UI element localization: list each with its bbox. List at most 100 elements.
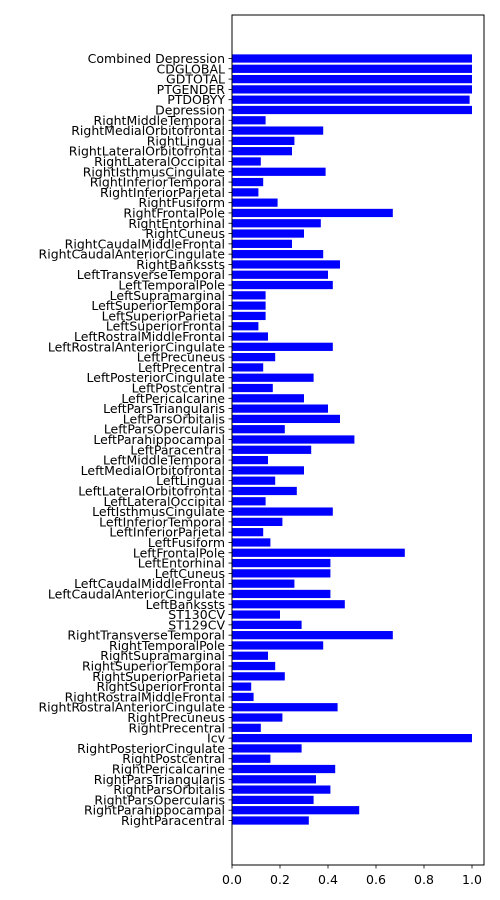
y-tick-label: RightCaudalMiddleFrontal [65,236,225,251]
bar [232,723,261,732]
bar [232,404,328,413]
bars-group [232,54,472,825]
y-tick-label: RightParahippocampal [84,803,225,818]
y-tick-label: RightSuperiorTemporal [82,659,225,674]
x-axis-ticks: 0.0 0.2 0.4 0.6 0.8 1.0 [222,865,482,887]
y-tick-label: Icv [207,731,226,746]
y-tick-label: LeftCaudalAnteriorCingulate [48,586,225,601]
y-tick-label: RightParsOrbitalis [113,782,225,797]
y-tick-label: Depression [155,102,225,117]
bar [232,280,333,290]
y-tick-label: RightSuperiorParietal [92,669,225,684]
y-tick-label: LeftLateralOccipital [103,494,225,509]
bar [232,713,283,722]
bar [232,291,266,300]
y-tick-label: LeftFusiform [148,535,225,550]
bar [232,703,338,712]
bar [232,558,331,568]
y-tick-label: LeftRostralAnteriorCingulate [48,339,225,354]
bar [232,589,331,599]
bar [232,425,285,434]
y-tick-label: LeftPericalcarine [121,391,225,406]
bar [232,270,328,279]
y-tick-label: LeftPrecentral [138,360,225,375]
bar [232,54,472,63]
bar [232,208,393,218]
bar [232,569,331,578]
y-tick-label: LeftSuperiorTemporal [91,298,225,313]
y-tick-label: LeftPrecuneus [137,350,225,365]
bar [232,734,472,743]
y-tick-label: LeftCuneus [155,566,225,581]
bar [232,239,292,248]
bar [232,455,268,465]
bar [232,219,321,228]
bar [232,579,295,588]
bar [232,497,266,506]
bar [232,311,266,321]
bar [232,198,278,207]
bar [232,548,405,557]
bar [232,754,271,763]
y-tick-label: LeftParacentral [130,442,225,457]
x-tick-label: 0.4 [318,872,338,887]
bar [232,74,472,84]
bar [232,85,472,94]
y-tick-label: LeftParsOrbitalis [123,411,225,426]
y-tick-label: LeftLingual [156,473,225,488]
bar [232,466,304,475]
y-tick-label: RightParsOpercularis [94,792,225,807]
x-tick-label: 0.6 [366,872,386,887]
bar [232,105,472,115]
y-tick-label: LeftMedialOrbitofrontal [81,463,225,478]
bar [232,682,252,691]
y-tick-label: ST130CV [168,607,225,622]
y-tick-label: RightEntorhinal [128,216,225,231]
y-tick-label: RightFusiform [139,195,225,210]
bar [232,301,266,310]
bar [232,764,336,774]
bar [232,136,295,145]
bar [232,775,316,784]
y-tick-label: LeftInferiorTemporal [99,514,225,529]
y-tick-label: RightParsTriangularis [94,772,225,787]
bar [232,620,302,629]
plot-frame [231,14,485,866]
y-tick-label: RightPrecuneus [127,710,225,725]
bar [232,795,314,805]
bar [232,383,273,393]
y-tick-label: RightFrontalPole [123,205,225,220]
y-tick-label: LeftParsOpercularis [104,422,225,437]
bar [232,177,264,187]
y-tick-label: RightLateralOrbitofrontal [69,144,225,159]
x-tick-label: 0.2 [270,872,290,887]
y-tick-label: RightRostralAnteriorCingulate [38,700,225,715]
y-tick-label: LeftCaudalMiddleFrontal [74,576,225,591]
y-tick-label: RightCaudalAnteriorCingulate [39,247,226,262]
bar [232,394,304,403]
bar [232,147,292,156]
y-tick-label: RightMedialOrbitofrontal [71,123,225,138]
y-tick-label: LeftSupramarginal [110,288,225,303]
y-tick-label: RightPostcentral [122,751,225,766]
bar [232,538,271,547]
y-tick-label: ST129CV [168,617,225,632]
y-tick-label: RightLingual [147,133,225,148]
y-tick-label: PTGENDER [157,82,226,97]
y-tick-label: RightLateralOccipital [94,154,225,169]
y-tick-label: RightCuneus [145,226,225,241]
y-tick-label: RightInferiorTemporal [90,175,225,190]
bar [232,64,472,73]
bar [232,651,268,660]
y-tick-label: LeftSuperiorFrontal [106,319,225,334]
bar [232,528,264,537]
bar [232,116,266,125]
y-tick-label: RightSuperiorFrontal [96,679,225,694]
y-tick-label: RightMiddleTemporal [94,113,225,128]
y-tick-label: LeftTransverseTemporal [77,267,225,282]
bar [232,672,285,681]
y-tick-label: RightPosteriorCingulate [77,741,225,756]
bar [232,414,340,424]
bar [232,785,331,794]
y-tick-label: GDTOTAL [166,72,225,87]
